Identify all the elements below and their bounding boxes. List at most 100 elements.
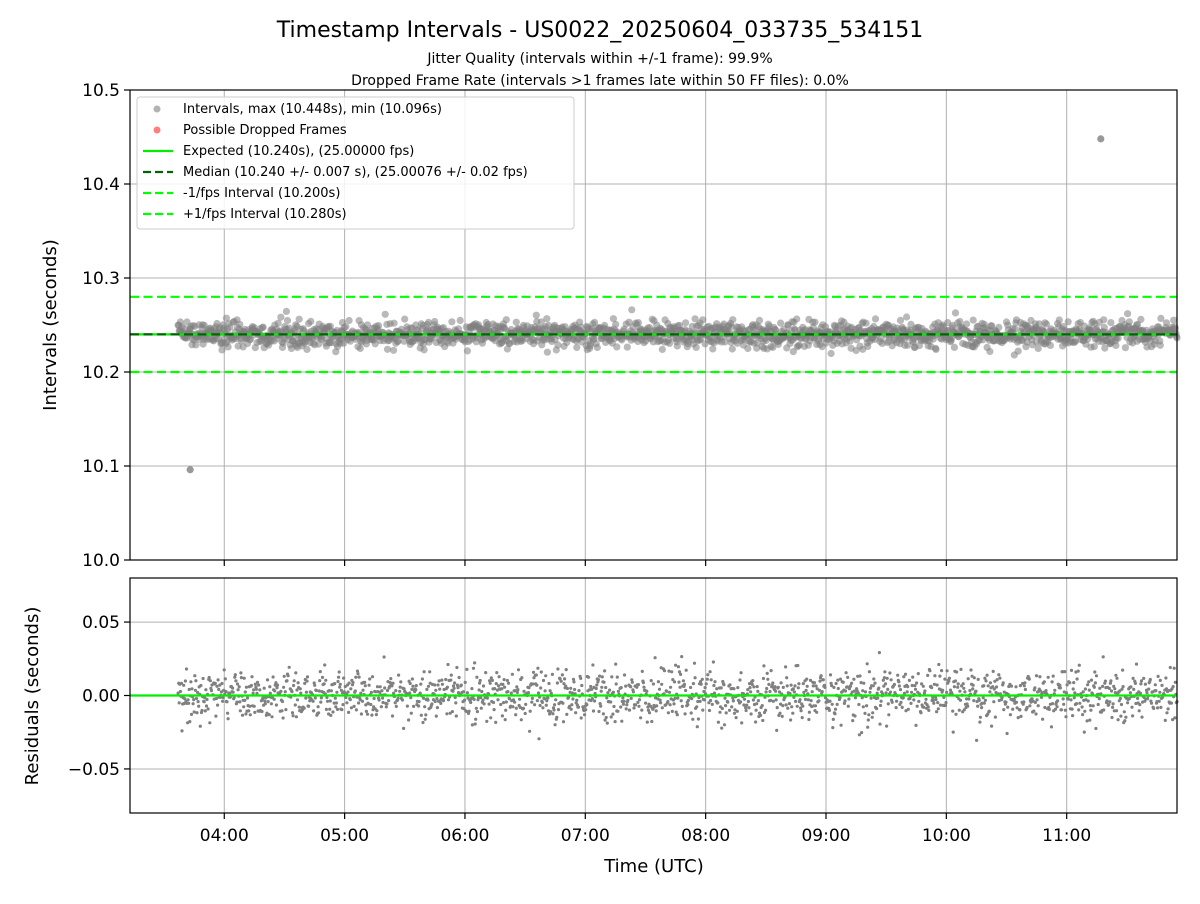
residual-point bbox=[506, 681, 511, 685]
residual-point bbox=[599, 704, 603, 708]
residual-point bbox=[204, 688, 208, 692]
intervals-reference-lines bbox=[130, 295, 1177, 374]
residual-point bbox=[1115, 676, 1119, 680]
residual-point bbox=[1077, 663, 1081, 667]
residual-point bbox=[513, 700, 517, 704]
residual-point bbox=[347, 681, 351, 685]
residual-point bbox=[244, 712, 248, 716]
residual-point bbox=[637, 704, 641, 708]
residual-point bbox=[339, 688, 343, 692]
residual-point bbox=[976, 677, 980, 682]
residual-point bbox=[280, 699, 285, 704]
residual-point bbox=[1068, 681, 1072, 685]
residual-point bbox=[314, 688, 318, 693]
residual-point bbox=[1071, 687, 1075, 691]
interval-point bbox=[699, 316, 707, 324]
residual-point bbox=[791, 711, 795, 715]
residual-point bbox=[1014, 685, 1018, 689]
residual-point bbox=[359, 712, 363, 716]
residual-point bbox=[749, 690, 753, 694]
residual-point bbox=[1136, 696, 1140, 701]
residual-point bbox=[902, 691, 907, 696]
interval-point bbox=[753, 344, 761, 352]
residual-point bbox=[698, 699, 702, 704]
residual-point bbox=[1114, 709, 1119, 713]
residual-point bbox=[951, 730, 955, 734]
residual-point bbox=[1096, 702, 1100, 707]
residual-point bbox=[980, 706, 984, 710]
residual-point bbox=[540, 700, 545, 705]
interval-point bbox=[192, 341, 200, 349]
residual-point bbox=[695, 705, 699, 709]
residual-point bbox=[674, 710, 678, 714]
interval-point bbox=[896, 316, 905, 324]
residual-point bbox=[691, 682, 696, 686]
residual-point bbox=[253, 710, 257, 715]
residual-point bbox=[969, 668, 973, 672]
residual-point bbox=[679, 699, 683, 703]
residual-point bbox=[414, 684, 418, 688]
residual-point bbox=[441, 699, 446, 703]
residual-point bbox=[1063, 670, 1067, 674]
residual-point bbox=[329, 689, 333, 693]
residual-point bbox=[941, 688, 945, 692]
residual-point bbox=[421, 720, 425, 725]
residual-point bbox=[370, 675, 375, 679]
residual-point bbox=[348, 698, 352, 702]
residual-point bbox=[707, 701, 711, 705]
legend-label-expected: Expected (10.240s), (25.00000 fps) bbox=[183, 144, 414, 159]
residual-point bbox=[294, 715, 298, 719]
residual-point bbox=[619, 705, 623, 709]
residual-point bbox=[536, 691, 541, 695]
residual-point bbox=[673, 696, 677, 701]
residual-point bbox=[263, 699, 267, 703]
residual-point bbox=[344, 695, 348, 700]
x-tick-label: 08:00 bbox=[681, 826, 730, 846]
residual-point bbox=[675, 713, 679, 717]
residual-point bbox=[930, 686, 934, 690]
residual-point bbox=[519, 718, 523, 722]
residual-point bbox=[515, 690, 520, 695]
residual-point bbox=[977, 698, 981, 703]
residual-point bbox=[297, 705, 301, 709]
residual-point bbox=[852, 689, 857, 693]
residual-point bbox=[751, 698, 756, 702]
residual-point bbox=[494, 720, 498, 725]
residual-point bbox=[868, 686, 873, 690]
residual-point bbox=[398, 689, 402, 693]
residuals-y-ticks: 0.05 0.00 −0.05 bbox=[68, 613, 130, 780]
interval-point bbox=[573, 343, 581, 351]
residual-point bbox=[491, 700, 496, 705]
residual-point bbox=[217, 687, 221, 692]
residual-point bbox=[702, 689, 706, 694]
residual-point bbox=[453, 681, 457, 685]
residual-point bbox=[360, 699, 365, 703]
residual-point bbox=[771, 699, 775, 703]
residual-point bbox=[357, 675, 361, 679]
residual-point bbox=[1158, 690, 1162, 694]
residual-point bbox=[455, 683, 459, 687]
residual-point bbox=[242, 676, 246, 680]
residual-point bbox=[1103, 679, 1107, 683]
residual-point bbox=[887, 713, 891, 717]
y-tick-label: 10.2 bbox=[82, 363, 120, 383]
residual-point bbox=[966, 677, 970, 681]
residual-point bbox=[971, 687, 975, 691]
residual-point bbox=[713, 680, 717, 684]
residual-point bbox=[672, 702, 676, 706]
residual-point bbox=[1158, 678, 1162, 683]
residual-point bbox=[1014, 700, 1019, 704]
residual-point bbox=[705, 677, 709, 681]
residual-point bbox=[411, 684, 415, 688]
residual-point bbox=[1171, 718, 1175, 722]
interval-outlier-point bbox=[1097, 135, 1105, 143]
residual-point bbox=[233, 675, 237, 679]
residual-point bbox=[465, 691, 469, 695]
residual-point bbox=[731, 699, 736, 703]
residual-point bbox=[834, 681, 838, 686]
residual-point bbox=[707, 708, 712, 713]
residual-point bbox=[928, 669, 932, 673]
residual-point bbox=[756, 689, 760, 694]
residual-point bbox=[755, 702, 759, 706]
residual-point bbox=[842, 701, 847, 706]
